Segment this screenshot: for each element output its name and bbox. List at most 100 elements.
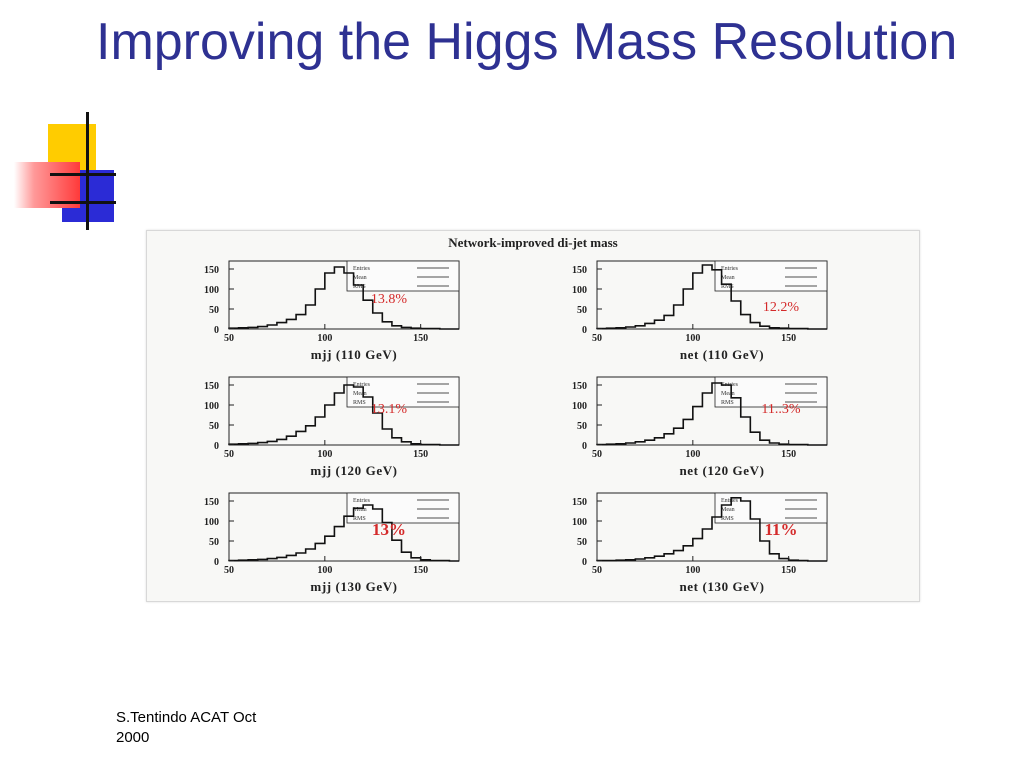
y-tick-label: 100	[572, 517, 587, 528]
x-tick-label: 100	[685, 333, 700, 344]
plot-frame	[596, 376, 828, 446]
stats-box: Entries Mean RMS	[346, 376, 460, 408]
stats-label: RMS	[721, 400, 734, 406]
stats-label: Entries	[721, 266, 739, 272]
x-tick-label: 50	[592, 333, 602, 344]
histogram-svg: Entries Mean RMS 0 50 100 150 50 100 150 mjj (120 …	[204, 376, 460, 478]
y-tick-label: 0	[214, 441, 219, 452]
red-gradient-bar	[14, 162, 80, 208]
resolution-annotation: 13.1%	[371, 402, 408, 417]
histogram-panel-net-120: Entries Mean RMS 0 50 100 150 50 100 150 net (120 …	[545, 371, 905, 489]
y-tick-label: 150	[572, 265, 587, 276]
stats-box: Entries Mean RMS	[714, 260, 828, 292]
y-tick-label: 0	[214, 557, 219, 568]
stats-label: Entries	[353, 382, 371, 388]
plot-frame	[228, 492, 460, 562]
resolution-annotation: 12.2%	[763, 300, 800, 315]
stats-label: Mean	[721, 275, 735, 281]
y-tick-label: 50	[577, 537, 587, 548]
resolution-annotation: 11..3%	[761, 402, 800, 417]
y-tick-label: 50	[209, 421, 219, 432]
stats-label: RMS	[353, 400, 366, 406]
stats-label: RMS	[353, 284, 366, 290]
y-tick-label: 50	[577, 421, 587, 432]
x-tick-label: 150	[413, 333, 428, 344]
x-axis-label: mjj (110 GeV)	[311, 347, 398, 362]
y-tick-label: 0	[582, 557, 587, 568]
y-tick-label: 100	[572, 285, 587, 296]
y-tick-label: 0	[582, 441, 587, 452]
stats-label: Entries	[721, 498, 739, 504]
x-tick-label: 100	[685, 449, 700, 460]
y-tick-label: 100	[204, 285, 219, 296]
histogram-panel-mjj-110: Entries Mean RMS 0 50 100 150 50 100 150 mjj (110 …	[177, 255, 537, 373]
y-tick-label: 50	[209, 537, 219, 548]
histogram-svg: Entries Mean RMS 0 50 100 150 50 100 150 mjj (110 …	[204, 260, 460, 362]
y-tick-label: 150	[572, 497, 587, 508]
x-tick-label: 150	[413, 565, 428, 576]
x-tick-label: 50	[224, 449, 234, 460]
y-tick-label: 100	[204, 517, 219, 528]
y-tick-label: 150	[204, 265, 219, 276]
plot-frame	[228, 260, 460, 330]
y-tick-label: 50	[209, 305, 219, 316]
histogram-line	[596, 497, 827, 562]
stats-label: Mean	[721, 507, 735, 513]
histogram-panel-mjj-120: Entries Mean RMS 0 50 100 150 50 100 150 mjj (120 …	[177, 371, 537, 489]
stats-label: Mean	[353, 391, 367, 397]
logo-vertical-line	[86, 112, 89, 230]
x-tick-label: 100	[317, 565, 332, 576]
x-axis-label: net (130 GeV)	[679, 579, 764, 594]
x-tick-label: 100	[685, 565, 700, 576]
figure-title: Network-improved di-jet mass	[448, 235, 618, 250]
stats-box-frame	[714, 260, 828, 292]
stats-label: Mean	[353, 275, 367, 281]
slide-footer: S.Tentindo ACAT Oct 2000	[116, 708, 256, 748]
histogram-panel-mjj-130: Entries Mean RMS 0 50 100 150 50 100 150 mjj (130 …	[177, 487, 537, 605]
x-tick-label: 150	[781, 449, 796, 460]
plot-frame	[228, 376, 460, 446]
slide-title: Improving the Higgs Mass Resolution	[96, 13, 958, 71]
plot-frame	[596, 492, 828, 562]
histogram-line	[228, 384, 459, 446]
x-tick-label: 150	[781, 565, 796, 576]
stats-label: RMS	[721, 516, 734, 522]
y-tick-label: 100	[204, 401, 219, 412]
x-axis-label: mjj (120 GeV)	[310, 463, 397, 478]
stats-label: Entries	[353, 266, 371, 272]
histogram-svg: Entries Mean RMS 0 50 100 150 50 100 150 net (110 …	[572, 260, 828, 362]
y-tick-label: 100	[572, 401, 587, 412]
histogram-svg: Entries Mean RMS 0 50 100 150 50 100 150 mjj (130 …	[204, 492, 460, 594]
x-axis-label: net (120 GeV)	[679, 463, 764, 478]
logo-horizontal-line	[50, 173, 116, 176]
histogram-line	[228, 266, 459, 330]
y-tick-label: 0	[582, 325, 587, 336]
histogram-svg: Entries Mean RMS 0 50 100 150 50 100 150 net (130 …	[572, 492, 828, 594]
stats-label: RMS	[721, 284, 734, 290]
stats-label: Mean	[353, 507, 367, 513]
plot-frame	[596, 260, 828, 330]
histogram-line	[228, 504, 459, 562]
y-tick-label: 150	[572, 381, 587, 392]
x-tick-label: 150	[413, 449, 428, 460]
stats-box: Entries Mean RMS	[346, 260, 460, 292]
histogram-figure: Network-improved di-jet mass Entries Mean…	[146, 230, 920, 602]
stats-label: Entries	[353, 498, 371, 504]
x-tick-label: 50	[224, 333, 234, 344]
decorative-logo	[0, 0, 130, 240]
y-tick-label: 150	[204, 497, 219, 508]
x-axis-label: mjj (130 GeV)	[310, 579, 397, 594]
footer-line: S.Tentindo ACAT Oct	[116, 709, 257, 726]
footer-line: 2000	[116, 729, 150, 746]
y-tick-label: 150	[204, 381, 219, 392]
x-axis-label: net (110 GeV)	[680, 347, 764, 362]
histogram-panel-net-110: Entries Mean RMS 0 50 100 150 50 100 150 net (110 …	[545, 255, 905, 373]
y-tick-label: 50	[577, 305, 587, 316]
stats-box: Entries Mean RMS	[346, 492, 460, 524]
y-tick-label: 0	[214, 325, 219, 336]
x-tick-label: 100	[317, 449, 332, 460]
stats-label: RMS	[353, 516, 366, 522]
resolution-annotation: 13%	[372, 520, 406, 539]
histogram-line	[596, 382, 827, 446]
